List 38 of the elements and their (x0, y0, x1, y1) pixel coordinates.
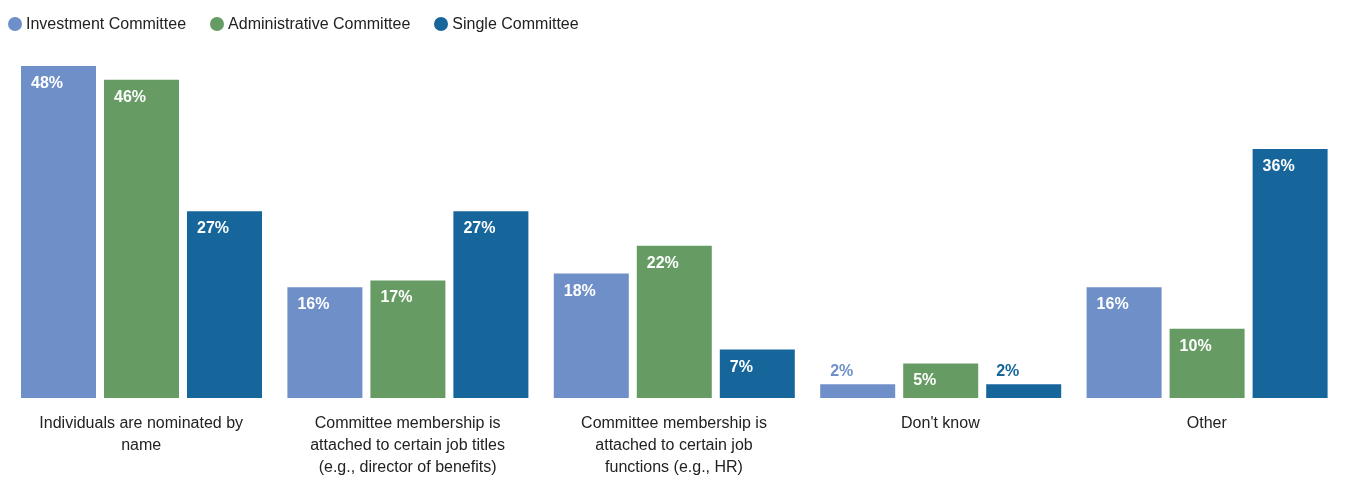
bar (104, 79, 179, 398)
data-label: 46% (114, 87, 147, 105)
bar (1086, 287, 1162, 398)
data-label: 2% (830, 362, 854, 380)
legend-label: Investment Committee (25, 15, 187, 33)
data-label: 48% (31, 74, 64, 91)
bar (1252, 149, 1328, 398)
data-label: 22% (646, 253, 679, 271)
bar (636, 245, 712, 398)
bar (187, 211, 262, 398)
bar (370, 280, 446, 398)
data-label: 10% (1179, 336, 1212, 354)
x-tick-label: Committee membership is attached to certain job functions (e.g., HR) (581, 414, 767, 475)
bar (903, 363, 979, 398)
data-label: 27% (197, 219, 230, 237)
data-label: 18% (563, 281, 596, 299)
data-label: 36% (1262, 157, 1295, 174)
legend-label: Single Committee (451, 15, 579, 33)
x-tick-label: Individuals are nominated by name (39, 414, 244, 453)
data-label: 27% (463, 219, 496, 237)
data-label: 16% (1096, 295, 1129, 313)
data-label: 7% (729, 357, 753, 375)
bar (1169, 328, 1245, 398)
bar (553, 273, 629, 398)
data-label: 16% (297, 295, 330, 313)
legend-label: Administrative Committee (227, 15, 411, 33)
bar (21, 66, 96, 398)
bar (719, 349, 795, 398)
x-tick-label: Other (1186, 414, 1228, 431)
bar (287, 287, 363, 398)
x-tick-label: Committee membership is attached to certain job titles (e.g., director of benefits) (310, 414, 505, 475)
bar (820, 384, 896, 398)
bar (453, 211, 529, 398)
x-tick-label: Don't know (901, 414, 981, 431)
data-label: 2% (996, 362, 1020, 380)
data-label: 17% (380, 288, 413, 306)
data-label: 5% (913, 371, 937, 389)
bar (986, 384, 1062, 398)
